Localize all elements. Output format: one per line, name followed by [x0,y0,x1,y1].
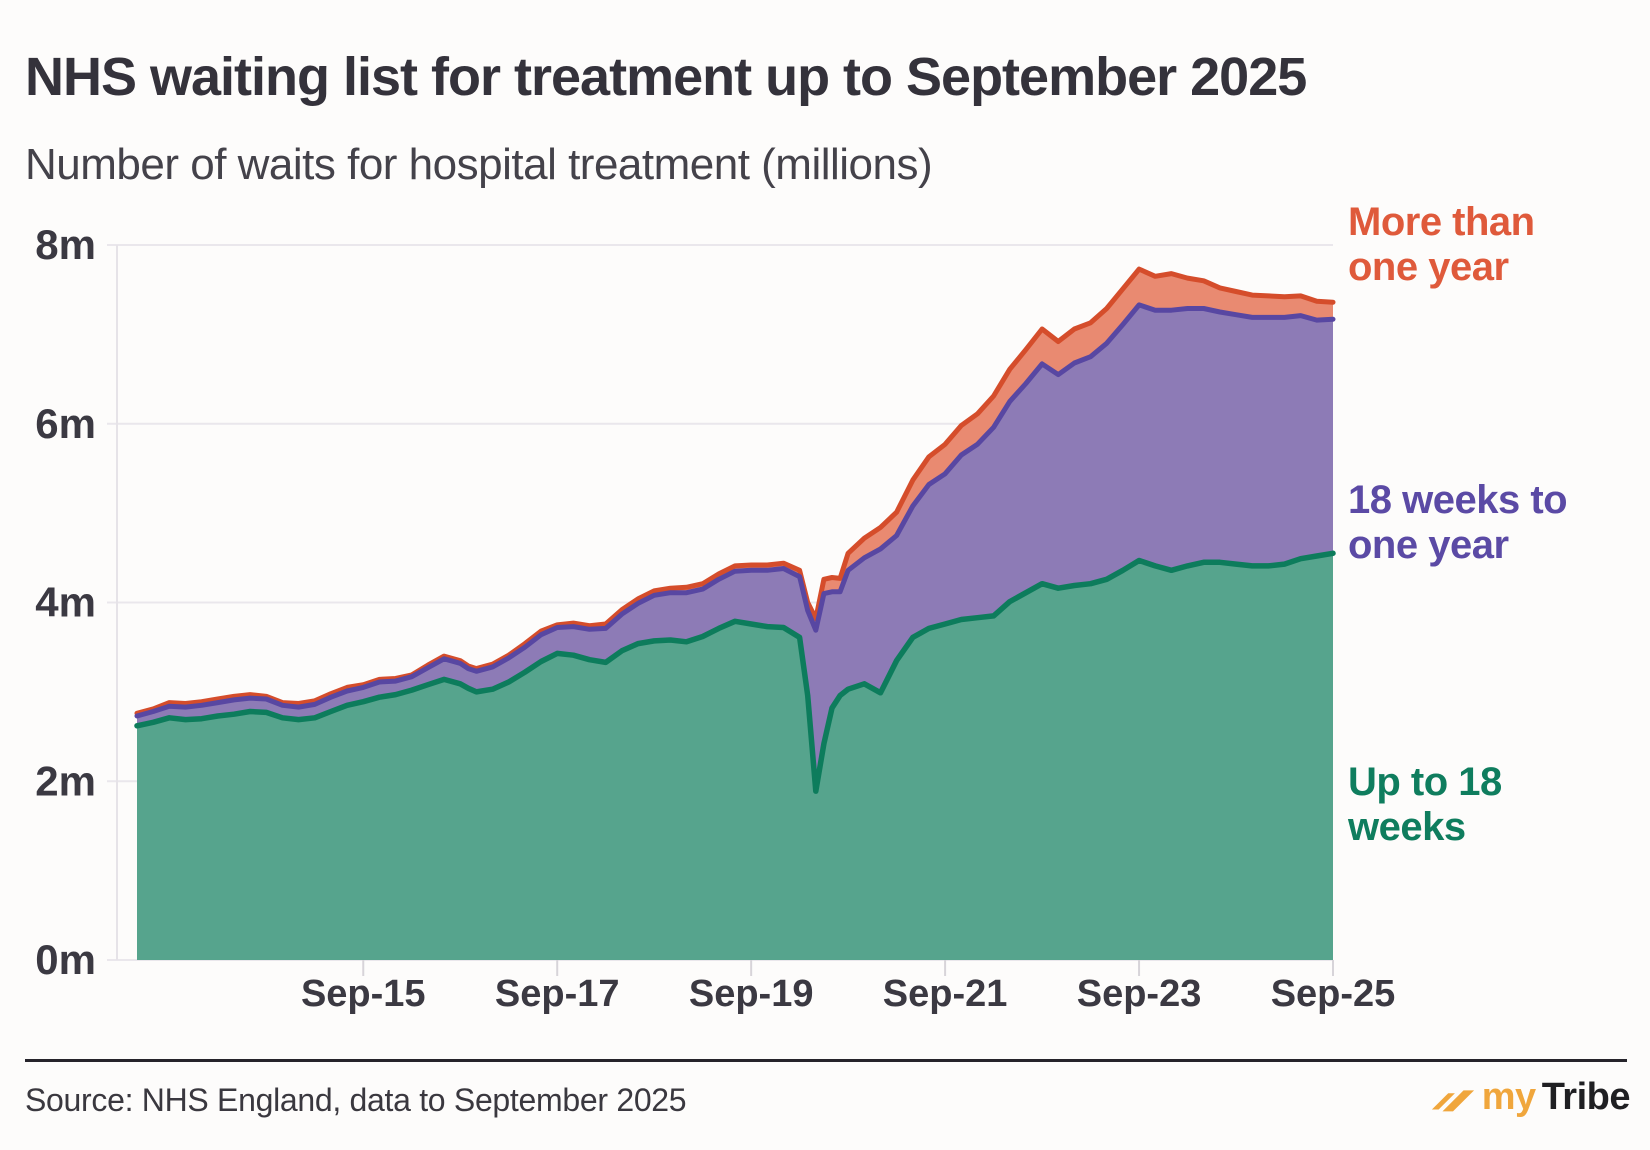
page-title: NHS waiting list for treatment up to Sep… [25,47,1307,107]
area-18-weeks-to-one-year [137,304,1333,792]
x-tick-label-Sep-23: Sep-23 [1077,973,1202,1015]
legend-line: More than [1348,200,1535,244]
x-tick-label-Sep-21: Sep-21 [883,973,1008,1015]
legend-line: one year [1348,523,1509,568]
double-slash-icon [1431,1089,1474,1111]
legend-more-than-one-year: More than one year [1348,200,1535,290]
source-note: Source: NHS England, data to September 2… [25,1082,687,1118]
legend-18-weeks-to-one-year: 18 weeks to one year [1348,478,1568,568]
y-tick-label-6m: 6m [35,400,96,447]
legend-line: 18 weeks to [1348,478,1568,522]
legend-line: Up to 18 [1348,760,1502,804]
area-up-to-18-weeks [137,553,1333,960]
y-tick-label-8m: 8m [35,221,96,268]
line-more-than-one-year [134,266,1336,716]
x-tick-label-Sep-19: Sep-19 [689,973,814,1015]
line-18-weeks-to-one-year [134,302,1336,719]
line-up-to-18-weeks [134,550,1336,794]
legend-up-to-18-weeks: Up to 18 weeks [1348,760,1502,850]
logo-text-my: my [1481,1076,1536,1118]
page-subtitle: Number of waits for hospital treatment (… [25,140,933,189]
y-tick-label-0m: 0m [35,936,96,983]
legend-line: one year [1348,245,1509,290]
footer-divider [25,1059,1627,1062]
logo-text-tribe: Tribe [1541,1076,1631,1118]
y-tick-label-2m: 2m [35,757,96,804]
legend-line: weeks [1348,805,1466,850]
y-tick-label-4m: 4m [35,579,96,626]
x-tick-label-Sep-25: Sep-25 [1271,973,1396,1015]
x-tick-label-Sep-17: Sep-17 [495,973,620,1015]
x-tick-label-Sep-15: Sep-15 [301,973,426,1015]
mytribe-logo: my Tribe [1430,1076,1631,1119]
